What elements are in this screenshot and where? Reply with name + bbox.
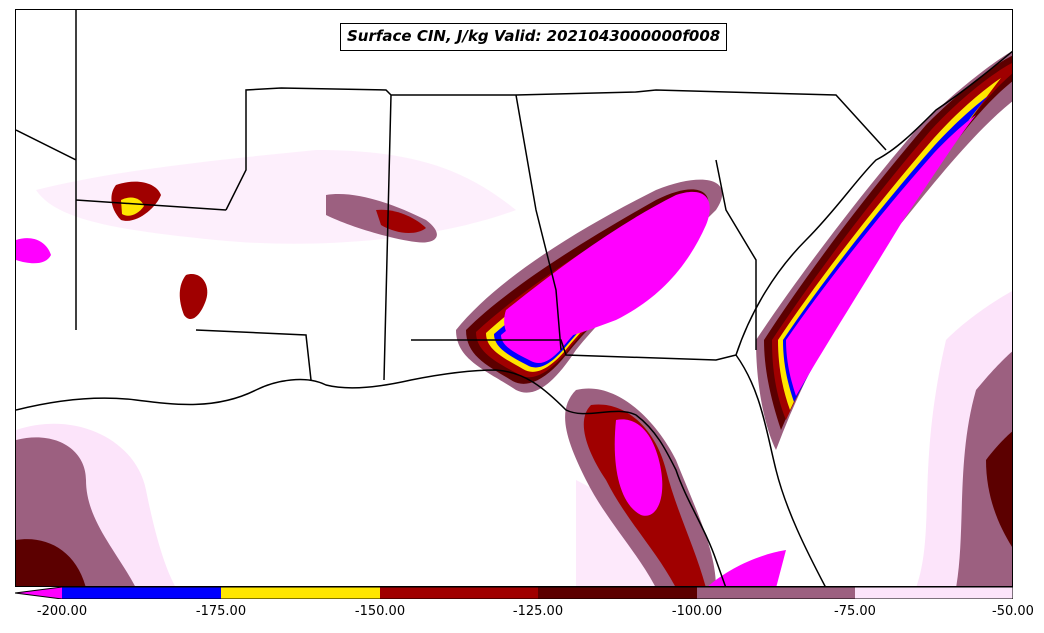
- colorbar-bin-light-pink: [855, 587, 1013, 599]
- map-panel: Surface CIN, J/kg Valid: 2021043000000f0…: [15, 9, 1013, 587]
- contour-dark-maroon-atl: [986, 431, 1012, 547]
- colorbar-bin-mauve: [697, 587, 855, 599]
- colorbar-tick-label: -200.00: [36, 604, 88, 619]
- colorbar-bin-maroon: [380, 587, 538, 599]
- contour-dark-maroon-gulf: [16, 539, 86, 586]
- colorbar: [15, 587, 1013, 599]
- colorbar-tick-label: -75.00: [834, 604, 876, 619]
- contour-magenta-west: [16, 238, 51, 264]
- state-borders: [16, 10, 887, 381]
- colorbar-ticks: -200.00 -175.00 -150.00 -125.00 -100.00 …: [0, 604, 1044, 624]
- colorbar-tick-label: -125.00: [512, 604, 564, 619]
- colorbar-bin-yellow: [221, 587, 380, 599]
- contour-magenta-coast: [786, 115, 976, 396]
- geographic-boundaries: [16, 10, 1012, 586]
- colorbar-outline: [15, 587, 1013, 599]
- map-title: Surface CIN, J/kg Valid: 2021043000000f0…: [340, 23, 728, 51]
- colorbar-bin-blue: [62, 587, 221, 599]
- contour-light-pink-north: [36, 150, 516, 244]
- contour-cells-ar-yellow: [121, 197, 144, 216]
- colorbar-tick-label: -50.00: [992, 604, 1034, 619]
- contour-mauve-atlantic: [956, 351, 1012, 586]
- cin-map: [16, 10, 1012, 586]
- contour-cells-la: [179, 274, 208, 320]
- contour-magenta-band-wide: [504, 191, 710, 345]
- coastline-atlantic: [735, 50, 1012, 586]
- colorbar-tick-label: -175.00: [195, 604, 247, 619]
- coastline-gulf: [16, 369, 727, 586]
- colorbar-extend-triangle: [15, 587, 62, 599]
- cin-contours: [16, 51, 1012, 586]
- contour-magenta-south: [708, 550, 786, 586]
- colorbar-bin-dark-maroon: [538, 587, 697, 599]
- colorbar-tick-label: -150.00: [354, 604, 406, 619]
- colorbar-tick-label: -100.00: [671, 604, 723, 619]
- contour-magenta-fl: [614, 419, 663, 516]
